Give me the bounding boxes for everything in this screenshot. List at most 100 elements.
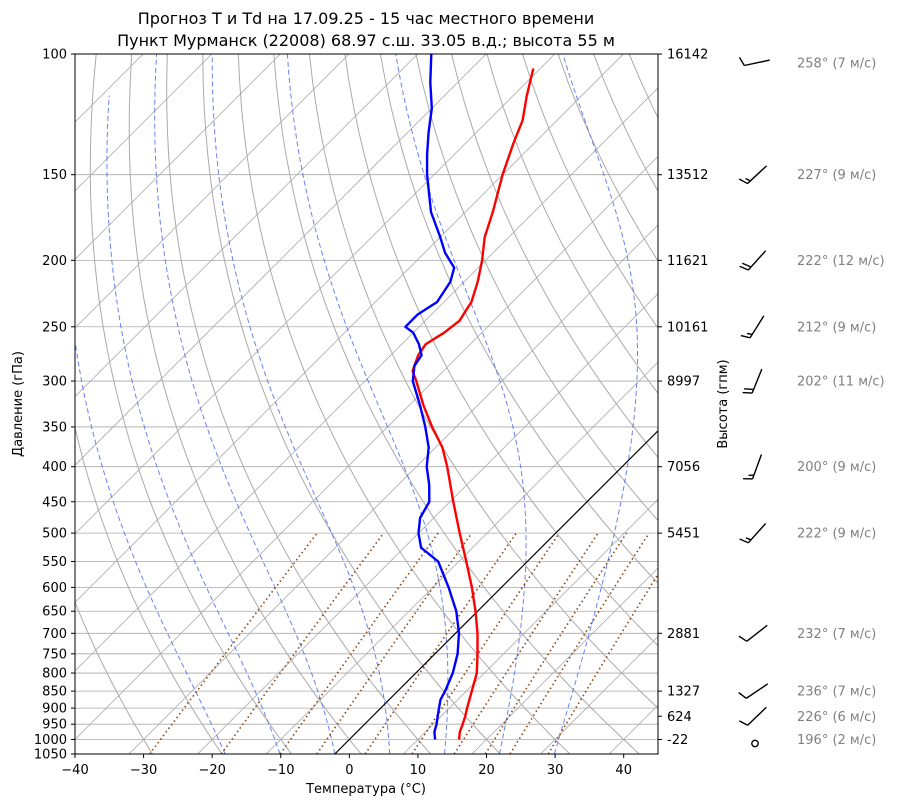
x-tick-label: 30 <box>547 763 564 778</box>
barb-flag <box>739 538 749 544</box>
dry-adiabat <box>273 54 641 754</box>
isotherm-line <box>402 498 658 754</box>
barb-shaft <box>747 165 767 185</box>
mixing-ratio-line <box>364 532 517 754</box>
height-axis: 16142 13512 11621 10161 8997 7056 5451 2881 1327… <box>658 48 708 748</box>
barb-shaft <box>746 624 768 642</box>
mixing-ratio-line <box>547 572 658 754</box>
dry-adiabat <box>202 54 501 754</box>
mixing-ratio-line <box>220 532 385 754</box>
y-tick-label: 750 <box>42 647 67 662</box>
y-tick-label: 1000 <box>34 733 67 748</box>
barb-shaft <box>751 368 763 394</box>
x-tick-label: 20 <box>478 763 495 778</box>
y-tick-label: 1050 <box>34 748 67 763</box>
y-tick-label: 850 <box>42 685 67 700</box>
isotherm-line <box>664 23 900 768</box>
isotherm-line <box>75 54 350 329</box>
y-tick-label: 900 <box>42 702 67 717</box>
dry-adiabat <box>736 54 900 768</box>
mixing-ratio-lines <box>148 532 658 754</box>
mixing-ratio-line <box>484 532 628 754</box>
dry-adiabats <box>75 54 900 768</box>
dry-adiabat <box>75 600 154 754</box>
x-tick-label: −20 <box>198 763 225 778</box>
dry-adiabat <box>75 425 223 754</box>
isotherm-line <box>75 54 624 603</box>
wind-label: 227° (9 м/с) <box>797 168 876 183</box>
calm-circle <box>751 739 759 748</box>
plot-area <box>75 23 900 768</box>
y-tick-label: 300 <box>42 375 67 390</box>
wind-barbs: 258° (7 м/с) 227° (9 м/с) 222° (12 м/с) 212… <box>738 56 885 748</box>
parcel-line-group <box>334 429 658 754</box>
y-tick-label: 100 <box>42 48 67 63</box>
y-tick-label: 500 <box>42 527 67 542</box>
y-tick-label: 150 <box>42 168 67 183</box>
isotherm-line <box>265 361 658 754</box>
mixing-ratio-line <box>279 532 439 754</box>
mixing-ratio-line <box>316 532 473 754</box>
moist-adiabat <box>75 337 226 754</box>
mixing-ratio-line <box>411 532 560 754</box>
dry-adiabat <box>308 54 658 709</box>
dry-adiabat <box>628 54 658 119</box>
wind-barb <box>739 522 767 544</box>
y-tick-label: 250 <box>42 320 67 335</box>
height-tick-label: 10161 <box>667 320 708 335</box>
isobar-grid <box>75 54 658 754</box>
height-tick-label: 5451 <box>667 527 700 542</box>
wind-label: 258° (7 м/с) <box>797 56 876 71</box>
wind-label: 236° (7 м/с) <box>797 685 876 700</box>
moist-adiabat <box>395 54 527 754</box>
isotherm-line <box>471 567 658 754</box>
y-axis: 100 150 200 250 300 350 400 450 500 550 600 650 700 7… <box>34 48 75 763</box>
y-tick-label: 700 <box>42 627 67 642</box>
wind-barb <box>738 624 768 642</box>
barb-flag <box>738 692 747 699</box>
height-tick-label: 16142 <box>667 48 708 63</box>
dry-adiabat <box>878 54 900 768</box>
x-tick-label: −30 <box>130 763 157 778</box>
dewpoint-profile <box>404 54 461 740</box>
dry-adiabat <box>842 54 900 768</box>
moist-adiabats <box>75 54 638 754</box>
barb-shaft <box>745 683 769 699</box>
height-tick-label: 11621 <box>667 254 708 269</box>
isotherm-line <box>75 54 487 466</box>
dry-adiabat <box>593 54 658 193</box>
barb-shaft <box>749 315 765 339</box>
mixing-ratio-line <box>453 532 599 754</box>
height-tick-label: 7056 <box>667 460 700 475</box>
height-tick-label: 2881 <box>667 627 700 642</box>
barb-shaft <box>751 454 763 480</box>
wind-label: 222° (12 м/с) <box>797 254 885 269</box>
y-tick-label: 800 <box>42 667 67 682</box>
mixing-ratio-line <box>148 532 318 754</box>
y-tick-label: 350 <box>42 420 67 435</box>
x-tick-label: −10 <box>267 763 294 778</box>
dry-adiabat <box>166 54 432 754</box>
barb-flag <box>738 635 748 642</box>
isotherm-line <box>75 54 419 398</box>
height-tick-label: 8997 <box>667 375 700 390</box>
wind-barb <box>738 165 767 185</box>
dry-adiabat <box>415 54 658 522</box>
dry-adiabat <box>771 54 900 768</box>
wind-label: 226° (6 м/с) <box>797 710 876 725</box>
wind-barb <box>738 683 769 699</box>
y-tick-label: 950 <box>42 718 67 733</box>
barb-flag <box>738 178 748 185</box>
dry-adiabat <box>89 54 293 754</box>
height-tick-label: 13512 <box>667 168 708 183</box>
height-tick-label: -22 <box>667 733 688 748</box>
wind-label: 202° (11 м/с) <box>797 375 885 390</box>
profile-series <box>404 54 535 740</box>
isotherm-line <box>75 54 281 260</box>
moist-adiabat <box>211 54 391 754</box>
barb-shaft <box>747 522 767 544</box>
wind-barb <box>739 250 767 271</box>
isotherm-line <box>128 224 658 754</box>
moist-adiabat <box>286 54 449 754</box>
